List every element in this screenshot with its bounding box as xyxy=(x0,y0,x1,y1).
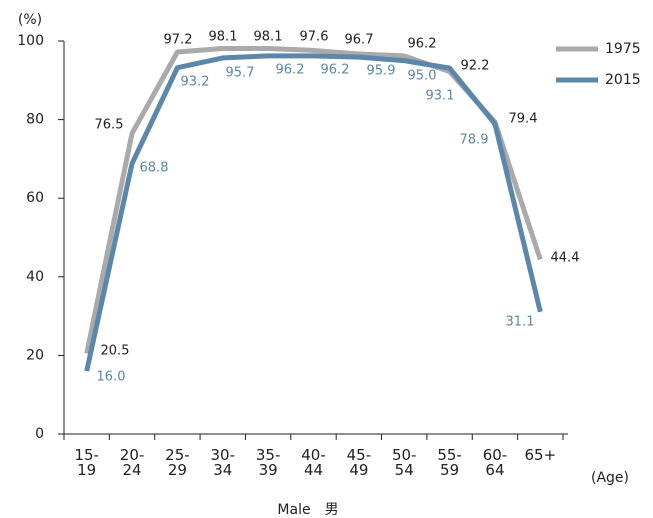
data-label: 96.2 xyxy=(276,63,305,78)
data-label: 93.1 xyxy=(426,89,455,104)
data-label: 31.1 xyxy=(506,315,535,330)
data-label: 20.5 xyxy=(101,344,130,359)
data-label: 93.2 xyxy=(181,75,210,90)
legend-label: 2015 xyxy=(605,72,641,88)
x-tick-label: 45- 49 xyxy=(346,446,372,479)
data-label: 96.7 xyxy=(345,33,374,48)
legend-label: 1975 xyxy=(605,41,641,57)
y-tick-label: 100 xyxy=(17,33,44,49)
data-label: 96.2 xyxy=(408,37,437,52)
series-line xyxy=(84,53,543,372)
y-tick-label: 0 xyxy=(35,426,44,442)
data-label: 68.8 xyxy=(140,161,169,176)
x-tick-label: 25- 29 xyxy=(165,446,190,479)
x-unit: (Age) xyxy=(591,470,629,486)
data-label: 98.1 xyxy=(209,30,238,45)
data-label: 16.0 xyxy=(97,370,126,385)
x-tick-label: 30- 34 xyxy=(210,446,236,479)
y-tick-label: 20 xyxy=(26,347,44,363)
data-label: 95.9 xyxy=(367,64,396,79)
data-label: 96.2 xyxy=(321,63,350,78)
data-label: 95.7 xyxy=(226,66,255,81)
data-label: 92.2 xyxy=(461,59,490,74)
y-tick-label: 40 xyxy=(26,269,44,285)
x-tick-label: 20- 24 xyxy=(119,446,145,479)
x-tick-label: 40- 44 xyxy=(301,446,326,479)
data-label: 44.4 xyxy=(551,251,580,266)
x-tick-label: 65+ xyxy=(524,446,557,464)
data-label: 98.1 xyxy=(254,30,283,45)
data-label: 78.9 xyxy=(460,133,489,148)
data-label: 97.6 xyxy=(300,30,329,45)
x-tick-label: 35- 39 xyxy=(255,446,281,479)
data-label: 97.2 xyxy=(164,33,193,48)
data-label: 79.4 xyxy=(509,112,538,127)
data-label: 76.5 xyxy=(95,118,124,133)
data-label: 95.0 xyxy=(408,69,437,84)
x-tick-label: 60- 64 xyxy=(482,446,508,479)
y-unit: (%) xyxy=(18,12,42,28)
x-axis-label: Male 男 xyxy=(277,502,338,518)
x-tick-label: 50- 54 xyxy=(391,446,417,479)
x-tick-label: 15- 19 xyxy=(74,446,99,479)
y-tick-label: 80 xyxy=(26,112,44,128)
y-tick-label: 60 xyxy=(26,190,44,206)
x-tick-label: 55- 59 xyxy=(437,446,462,479)
